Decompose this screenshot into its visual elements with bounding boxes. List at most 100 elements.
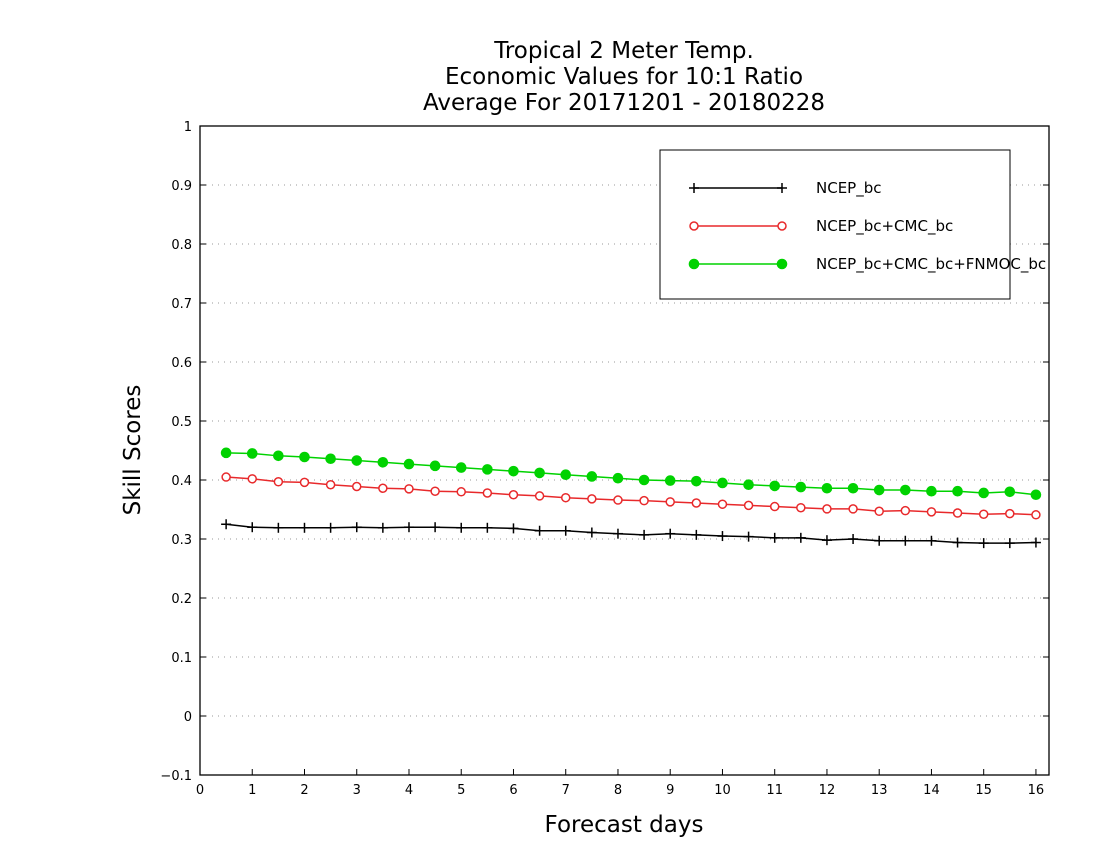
open-circle-marker: [404, 484, 414, 494]
plus-marker: [874, 535, 885, 546]
plus-marker: [273, 522, 284, 533]
filled-circle-marker: [847, 482, 859, 494]
open-circle-marker: [900, 505, 911, 516]
filled-circle-marker: [776, 258, 788, 270]
x-tick-label: 9: [666, 783, 674, 798]
filled-circle-marker: [325, 453, 336, 465]
filled-circle-marker: [299, 451, 310, 463]
plus-marker: [717, 531, 728, 542]
open-circle-marker: [743, 500, 754, 511]
plus-marker: [612, 528, 623, 539]
open-circle-marker: [351, 481, 362, 492]
x-tick-label: 1: [248, 783, 256, 798]
series-layer: [220, 447, 1042, 549]
x-tick-label: 2: [300, 783, 308, 798]
plus-marker: [325, 522, 336, 533]
open-circle-marker: [299, 477, 310, 488]
series-line: [226, 452, 1037, 496]
plus-marker: [221, 519, 232, 530]
plus-marker: [743, 531, 754, 542]
x-tick-label: 7: [562, 783, 570, 798]
filled-circle-marker: [482, 464, 493, 475]
open-circle-marker: [926, 507, 937, 517]
legend-box: [659, 149, 1011, 300]
plus-marker: [795, 532, 806, 543]
filled-circle-marker: [664, 475, 676, 486]
axis-ticks: −0.100.10.20.30.40.50.60.70.80.910 1 2 3 4 5 6…: [160, 120, 1049, 798]
plus-marker: [1030, 537, 1041, 548]
filled-circle-marker: [926, 485, 937, 497]
chart-title-line-1: Tropical 2 Meter Temp.: [493, 38, 754, 64]
plus-marker: [639, 529, 650, 540]
legend-label: NCEP_bc+CMC_bc+FNMOC_bc: [816, 255, 1046, 274]
filled-circle-marker: [273, 450, 284, 462]
x-tick-label: 14: [923, 783, 940, 798]
filled-circle-marker: [612, 472, 624, 484]
filled-circle-marker: [377, 457, 389, 468]
plus-marker: [403, 522, 414, 533]
open-circle-marker: [777, 221, 787, 231]
open-circle-marker: [247, 474, 257, 484]
legend-entry: NCEP_bc+CMC_bc: [689, 217, 953, 236]
filled-circle-marker: [900, 484, 911, 496]
plus-marker: [299, 522, 310, 533]
open-circle-marker: [560, 492, 571, 503]
filled-circle-marker: [688, 258, 700, 270]
x-tick-label: 4: [405, 783, 413, 798]
plus-marker: [900, 535, 911, 546]
plus-marker: [1004, 538, 1015, 549]
plus-marker: [848, 534, 859, 544]
y-tick-label: 1: [184, 120, 192, 135]
open-circle-marker: [221, 472, 231, 482]
filled-circle-marker: [351, 455, 363, 466]
legend-label: NCEP_bc: [816, 179, 882, 198]
x-tick-label: 13: [871, 783, 888, 798]
filled-circle-marker: [821, 482, 833, 494]
plus-marker: [769, 532, 780, 543]
open-circle-marker: [1031, 510, 1041, 520]
y-tick-label: 0.6: [171, 356, 192, 371]
filled-circle-marker: [586, 471, 598, 482]
filled-circle-marker: [952, 485, 963, 497]
series-line: [226, 476, 1036, 516]
filled-circle-marker: [691, 475, 702, 487]
y-tick-label: 0.1: [171, 651, 192, 666]
filled-circle-marker: [638, 474, 650, 486]
x-tick-label: 8: [614, 783, 622, 798]
plus-marker: [508, 523, 519, 534]
y-tick-label: 0.3: [171, 533, 192, 548]
open-circle-marker: [613, 495, 623, 505]
plus-marker: [482, 522, 493, 533]
plot-frame: [199, 125, 1050, 776]
series-2: [220, 447, 1042, 501]
plus-marker: [456, 522, 467, 533]
x-tick-label: 11: [766, 783, 783, 798]
chart-title-line-2: Economic Values for 10:1 Ratio: [445, 64, 803, 90]
open-circle-marker: [273, 477, 284, 487]
open-circle-marker: [534, 491, 545, 501]
open-circle-marker: [796, 502, 806, 513]
filled-circle-marker: [455, 462, 467, 473]
x-tick-label: 3: [353, 783, 361, 798]
filled-circle-marker: [220, 447, 232, 459]
open-circle-marker: [689, 221, 699, 231]
legend: NCEP_bc NCEP_bc+CMC_bc NCEP_bc+CMC_bc+FNMO…: [659, 149, 1046, 300]
x-axis-title: Forecast days: [545, 812, 704, 838]
filled-circle-marker: [743, 479, 754, 491]
open-circle-marker: [874, 506, 884, 517]
legend-entry: NCEP_bc+CMC_bc+FNMOC_bc: [688, 255, 1046, 274]
open-circle-marker: [769, 501, 780, 512]
chart-title: Tropical 2 Meter Temp. Economic Values f…: [423, 38, 825, 116]
plus-marker: [926, 535, 937, 546]
open-circle-marker: [717, 499, 728, 509]
plus-marker: [691, 529, 702, 540]
y-tick-label: 0.8: [171, 238, 192, 253]
filled-circle-marker: [717, 477, 728, 489]
y-tick-label: 0: [184, 710, 192, 725]
x-tick-label: 5: [457, 783, 465, 798]
filled-circle-marker: [534, 467, 545, 479]
filled-circle-marker: [795, 481, 807, 493]
plus-marker: [534, 525, 545, 536]
plus-marker: [978, 538, 989, 549]
open-circle-marker: [482, 488, 493, 498]
